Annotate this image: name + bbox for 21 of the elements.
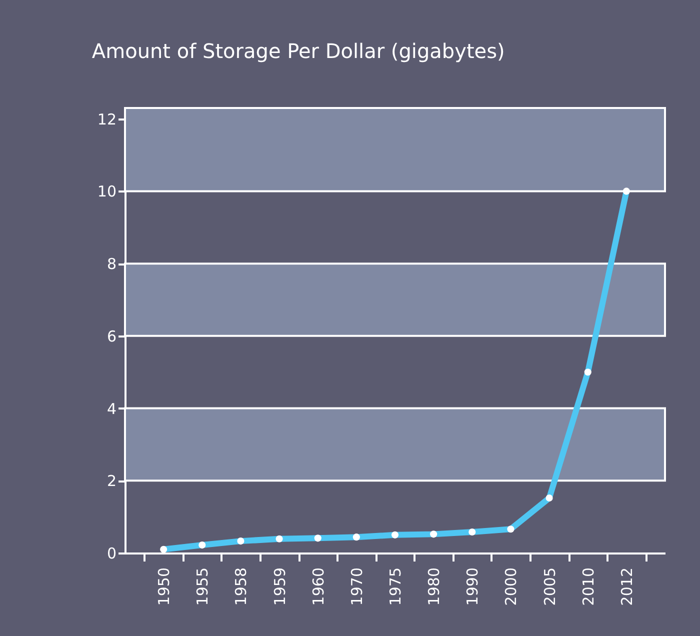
x-tick-label: 2012 <box>618 568 636 606</box>
chart-title: Amount of Storage Per Dollar (gigabytes) <box>92 39 505 63</box>
y-tick-label: 8 <box>106 255 116 274</box>
x-tick-label: 1990 <box>464 568 482 606</box>
x-tick-label: 1970 <box>348 568 366 606</box>
x-tick-label: 1980 <box>425 568 444 606</box>
y-tick-label: 4 <box>106 400 116 418</box>
x-tick-label: 2000 <box>502 568 520 606</box>
x-tick-label: 1950 <box>155 568 174 606</box>
y-tick-label: 6 <box>106 327 116 346</box>
x-tick-label: 1959 <box>270 568 289 606</box>
x-tick-label: 2005 <box>540 568 559 606</box>
x-tick-label: 1955 <box>194 568 212 606</box>
y-tick-label: 10 <box>97 182 116 201</box>
y-tick-label: 0 <box>106 544 116 562</box>
x-tick-label: 1975 <box>386 568 404 606</box>
x-tick-label: 2010 <box>579 568 598 606</box>
y-tick-label: 12 <box>97 110 116 128</box>
y-tick-label: 2 <box>106 472 116 490</box>
x-tick-label: 1958 <box>232 568 250 606</box>
x-tick-label: 1960 <box>309 568 328 606</box>
